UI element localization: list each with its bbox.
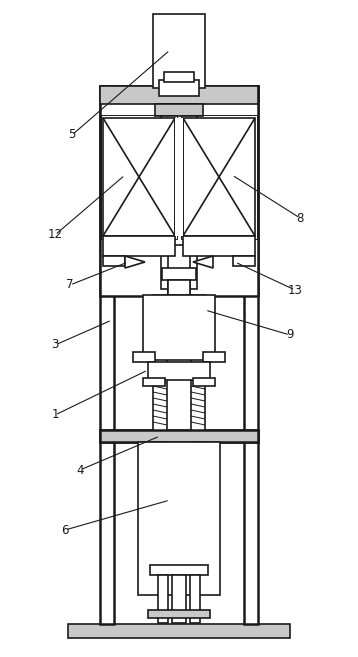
Text: 9: 9: [286, 328, 294, 342]
Bar: [103, 118, 175, 236]
Text: 1: 1: [51, 409, 59, 422]
Bar: [233, 256, 255, 266]
Bar: [103, 256, 125, 266]
Bar: [155, 104, 203, 116]
Bar: [148, 610, 210, 618]
Bar: [148, 362, 210, 380]
Text: 12: 12: [48, 229, 63, 242]
Bar: [100, 430, 258, 442]
Bar: [100, 86, 114, 624]
Bar: [100, 86, 258, 104]
Polygon shape: [125, 256, 145, 268]
Bar: [68, 624, 290, 638]
Bar: [183, 236, 255, 256]
Polygon shape: [193, 256, 213, 268]
Bar: [162, 268, 196, 280]
Bar: [150, 565, 208, 575]
Bar: [164, 72, 194, 82]
Bar: [103, 236, 175, 256]
Bar: [190, 575, 200, 623]
Bar: [143, 295, 215, 360]
Bar: [153, 295, 167, 443]
Bar: [100, 86, 258, 296]
Bar: [203, 352, 225, 362]
Text: 8: 8: [296, 212, 304, 225]
Bar: [193, 378, 215, 386]
Bar: [153, 442, 167, 572]
Bar: [161, 104, 197, 289]
Bar: [100, 430, 258, 442]
Bar: [183, 118, 255, 236]
Text: 6: 6: [61, 524, 69, 537]
Bar: [158, 575, 168, 623]
Bar: [168, 245, 190, 295]
Bar: [133, 352, 155, 362]
Bar: [143, 378, 165, 386]
Text: 7: 7: [66, 279, 74, 292]
Bar: [191, 442, 205, 572]
Bar: [168, 280, 190, 295]
Text: 5: 5: [68, 129, 76, 141]
Bar: [153, 14, 205, 88]
Bar: [138, 442, 220, 595]
Bar: [191, 295, 205, 443]
Bar: [159, 80, 199, 96]
Bar: [244, 86, 258, 624]
Text: 3: 3: [51, 338, 59, 351]
Bar: [101, 115, 177, 239]
Bar: [175, 118, 183, 236]
Text: 13: 13: [287, 284, 303, 296]
Text: 4: 4: [76, 463, 84, 476]
Bar: [181, 115, 257, 239]
Bar: [172, 575, 186, 623]
Bar: [100, 86, 258, 100]
